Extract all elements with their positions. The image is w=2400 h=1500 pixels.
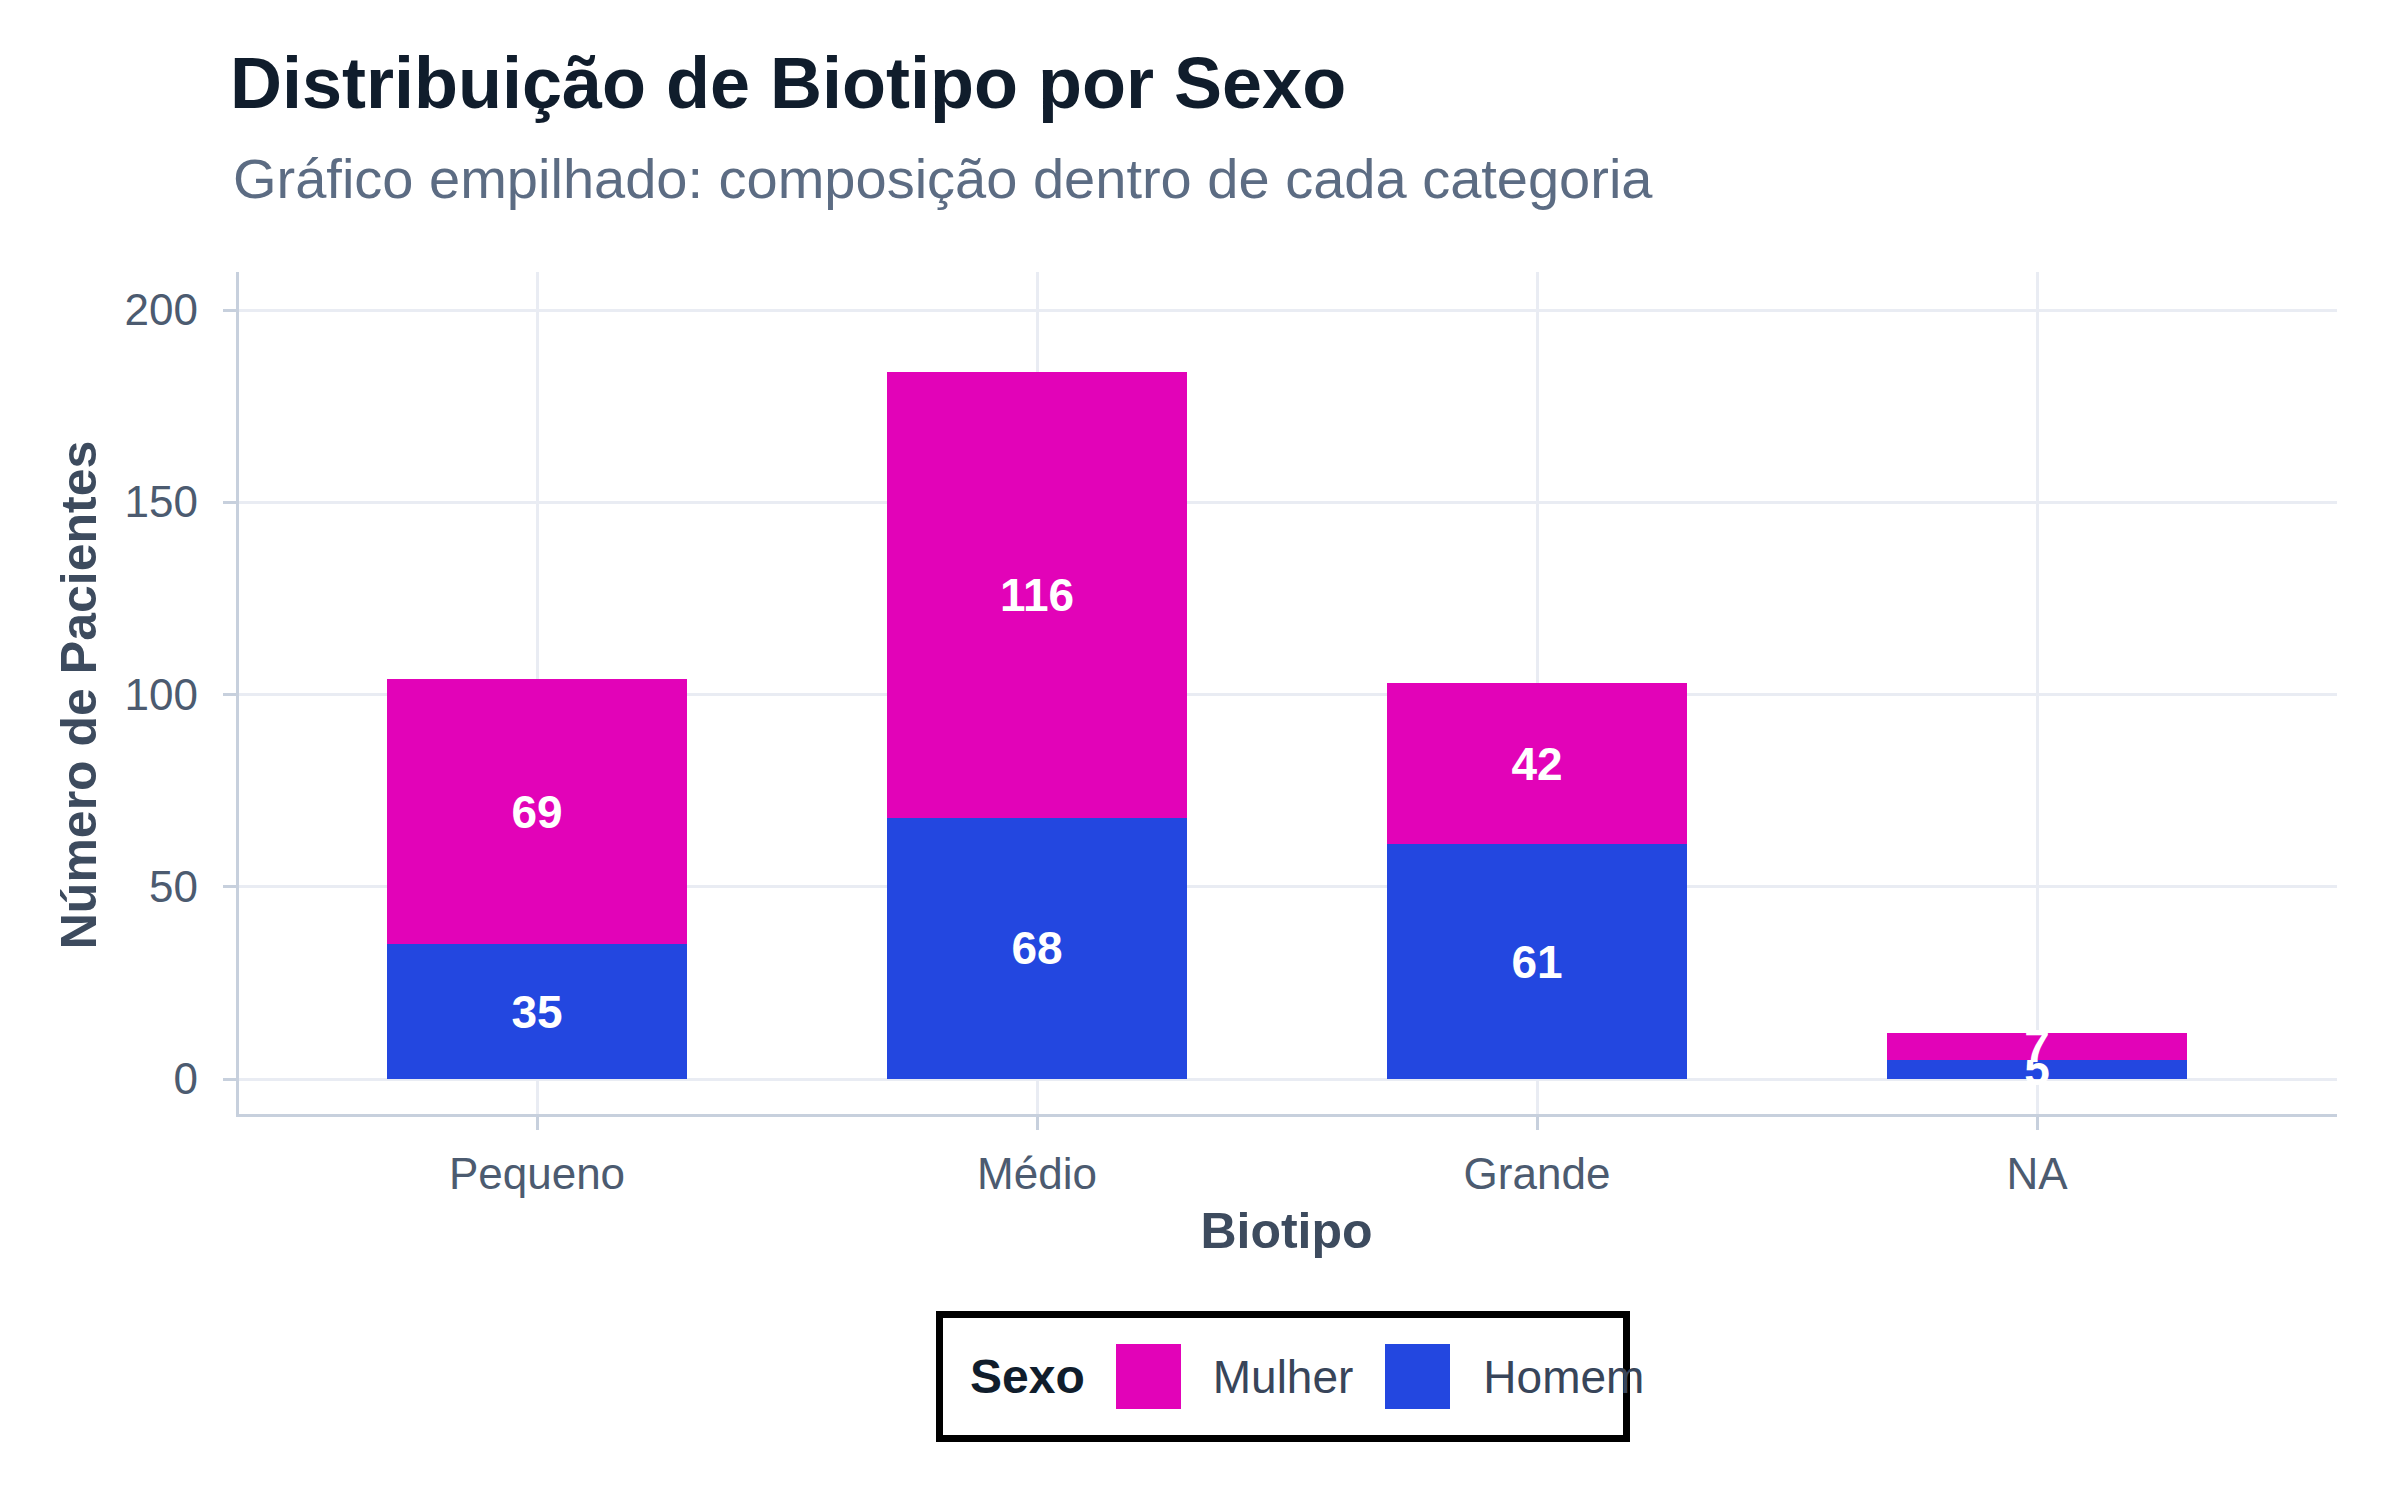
bar-value-label-Médio-Homem: 68 (1011, 925, 1062, 971)
legend-title: Sexo (970, 1349, 1085, 1404)
legend-swatch-homem-icon (1385, 1344, 1450, 1409)
gridline-h-150 (236, 501, 2337, 504)
chart-canvas: Distribuição de Biotipo por Sexo Gráfico… (0, 0, 2400, 1500)
bar-value-label-Médio-Mulher: 116 (1000, 572, 1074, 618)
y-tick-mark-150 (223, 501, 236, 504)
x-tick-mark-Médio (1036, 1117, 1039, 1130)
y-tick-mark-200 (223, 309, 236, 312)
gridline-v-NA (2036, 272, 2039, 1117)
x-category-label-Pequeno: Pequeno (287, 1150, 787, 1198)
legend-item-homem: Homem (1385, 1344, 1644, 1409)
legend-box: Sexo Mulher Homem (936, 1311, 1630, 1442)
bar-value-label-NA-Mulher: 7 (2024, 1023, 2050, 1069)
legend-label-homem: Homem (1483, 1350, 1644, 1404)
x-category-label-Médio: Médio (787, 1150, 1287, 1198)
x-category-label-Grande: Grande (1287, 1150, 1787, 1198)
bar-value-label-Grande-Homem: 61 (1511, 939, 1562, 985)
y-tick-mark-50 (223, 885, 236, 888)
y-tick-label-100: 100 (0, 673, 198, 717)
y-axis-line (236, 272, 239, 1117)
x-tick-mark-Grande (1536, 1117, 1539, 1130)
legend-label-mulher: Mulher (1213, 1350, 1354, 1404)
legend-item-mulher: Mulher (1116, 1344, 1386, 1409)
y-tick-label-200: 200 (0, 288, 198, 332)
legend-swatch-mulher-icon (1116, 1344, 1181, 1409)
gridline-h-200 (236, 309, 2337, 312)
y-tick-mark-100 (223, 693, 236, 696)
bar-value-label-Pequeno-Mulher: 69 (511, 789, 562, 835)
plot-panel: 356968116614257 (236, 272, 2337, 1117)
x-category-label-NA: NA (1787, 1150, 2287, 1198)
x-axis-title: Biotipo (236, 1202, 2337, 1260)
y-tick-label-0: 0 (0, 1057, 198, 1101)
chart-title: Distribuição de Biotipo por Sexo (230, 42, 1346, 124)
y-tick-label-50: 50 (0, 865, 198, 909)
x-tick-mark-Pequeno (536, 1117, 539, 1130)
y-tick-mark-0 (223, 1078, 236, 1081)
y-tick-label-150: 150 (0, 480, 198, 524)
bar-value-label-Pequeno-Homem: 35 (511, 989, 562, 1035)
chart-subtitle: Gráfico empilhado: composição dentro de … (233, 146, 1653, 211)
x-axis-line (236, 1114, 2337, 1117)
x-tick-mark-NA (2036, 1117, 2039, 1130)
bar-value-label-Grande-Mulher: 42 (1511, 741, 1562, 787)
